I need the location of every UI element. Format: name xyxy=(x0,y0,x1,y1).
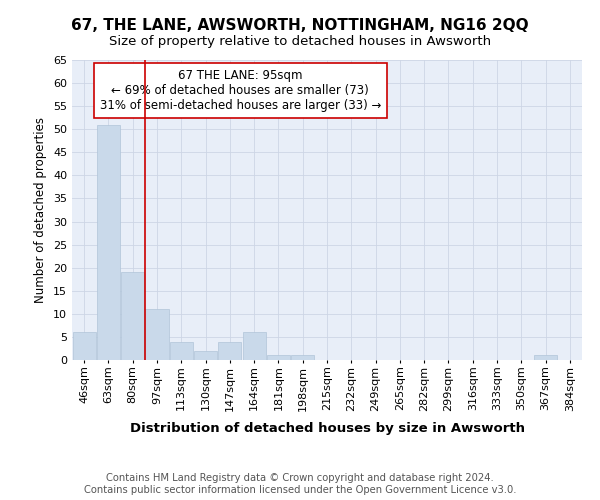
Bar xyxy=(121,272,144,360)
Text: 67, THE LANE, AWSWORTH, NOTTINGHAM, NG16 2QQ: 67, THE LANE, AWSWORTH, NOTTINGHAM, NG16… xyxy=(71,18,529,32)
X-axis label: Distribution of detached houses by size in Awsworth: Distribution of detached houses by size … xyxy=(130,422,524,435)
Text: 67 THE LANE: 95sqm
← 69% of detached houses are smaller (73)
31% of semi-detache: 67 THE LANE: 95sqm ← 69% of detached hou… xyxy=(100,69,381,112)
Bar xyxy=(242,332,266,360)
Bar xyxy=(291,356,314,360)
Text: Contains HM Land Registry data © Crown copyright and database right 2024.
Contai: Contains HM Land Registry data © Crown c… xyxy=(84,474,516,495)
Bar xyxy=(267,356,290,360)
Bar xyxy=(73,332,95,360)
Bar xyxy=(97,124,120,360)
Bar xyxy=(218,342,241,360)
Bar xyxy=(534,356,557,360)
Text: Size of property relative to detached houses in Awsworth: Size of property relative to detached ho… xyxy=(109,35,491,48)
Bar xyxy=(145,309,169,360)
Bar xyxy=(170,342,193,360)
Y-axis label: Number of detached properties: Number of detached properties xyxy=(34,117,47,303)
Bar xyxy=(194,351,217,360)
